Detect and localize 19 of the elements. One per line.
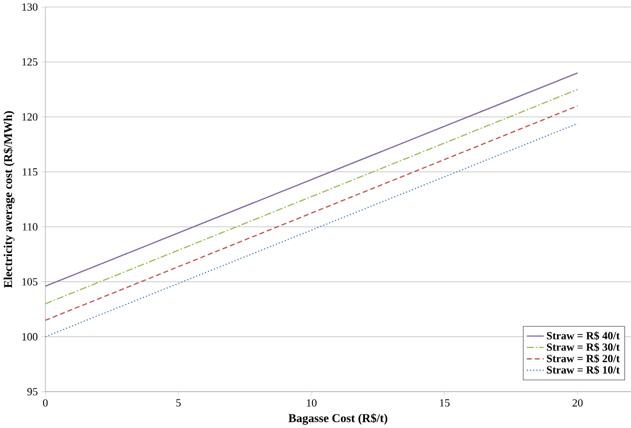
legend-label: Straw = R$ 10/t [546, 366, 620, 374]
y-tick-label: 125 [22, 58, 38, 66]
legend-label: Straw = R$ 20/t [546, 354, 620, 363]
y-tick-label: 110 [22, 223, 38, 231]
x-axis-title: Bagasse Cost (R$/t) [288, 413, 388, 425]
x-tick-label: 15 [440, 399, 450, 407]
y-tick-label: 100 [22, 333, 38, 340]
x-tick-label: 20 [572, 399, 583, 407]
y-tick-label: 115 [22, 168, 38, 176]
x-tick-label: 0 [43, 399, 48, 407]
legend-label: Straw = R$ 40/t [546, 331, 620, 340]
x-tick-label: 10 [306, 399, 317, 407]
y-axis-title: Electricity average cost (R$/MWh) [3, 111, 15, 288]
y-tick-label: 130 [22, 3, 38, 11]
y-tick-label: 105 [22, 278, 38, 286]
y-tick-label: 120 [22, 113, 38, 121]
y-tick-label: 95 [27, 388, 38, 396]
x-tick-label: 5 [176, 399, 181, 406]
legend-label: Straw = R$ 30/t [546, 342, 620, 352]
